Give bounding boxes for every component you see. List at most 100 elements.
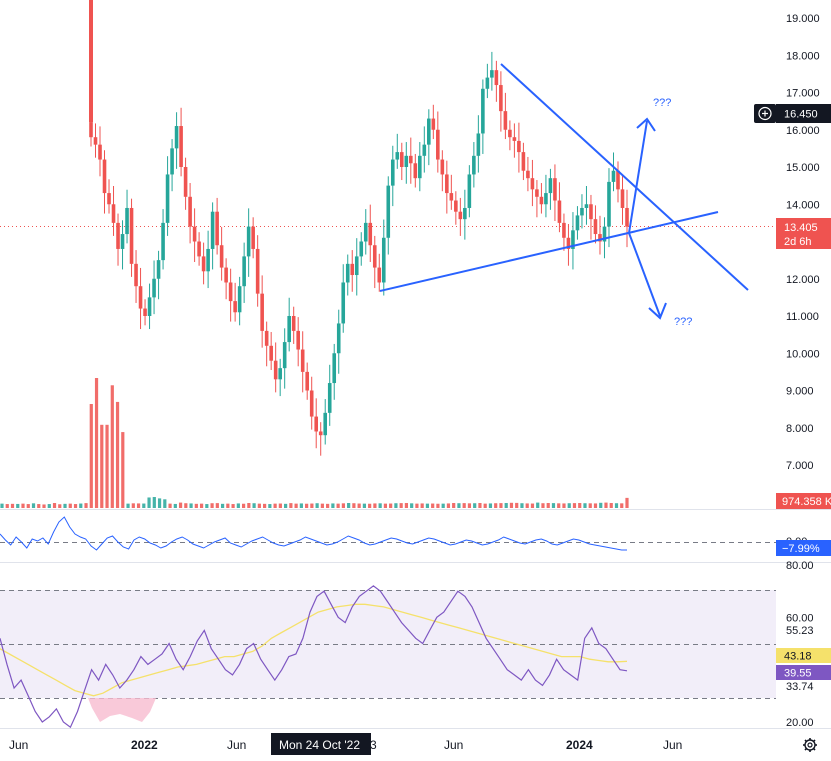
candle: [282, 342, 287, 369]
candle: [418, 155, 422, 179]
volume-bar: [420, 503, 424, 508]
indicator-badge: 0.00 −7.99%: [776, 536, 831, 556]
candle: [201, 256, 206, 272]
volume-bar: [609, 503, 613, 508]
rsi-value: 39.55: [784, 668, 812, 680]
candle: [102, 159, 107, 194]
candle: [490, 70, 494, 78]
candle: [89, 0, 93, 123]
volume-bar: [546, 503, 550, 508]
volume-bar: [79, 503, 83, 508]
volume-bar: [357, 503, 361, 508]
candle: [129, 207, 134, 264]
candle: [345, 263, 350, 283]
candle: [354, 256, 359, 276]
candle: [503, 111, 508, 130]
candle: [517, 140, 521, 153]
volume-bar: [52, 503, 57, 508]
candle: [499, 85, 503, 112]
breakout-up-arrow[interactable]: [628, 120, 648, 234]
candle: [593, 219, 598, 235]
volume-bar: [462, 503, 466, 508]
candle: [278, 368, 282, 380]
volume-bar: [42, 504, 46, 508]
candle: [251, 226, 255, 249]
candle: [494, 70, 499, 86]
volume-bar: [210, 503, 214, 508]
time-axis[interactable]: Jun 2022 Jun 3 Mon 24 Oct '22 Jun 2024 J…: [9, 733, 682, 755]
candle: [341, 282, 346, 324]
candle: [566, 237, 571, 249]
volume-bar: [0, 503, 4, 508]
plus-circle-icon[interactable]: [758, 106, 772, 121]
volume-bar: [273, 503, 277, 508]
volume-bar: [467, 503, 472, 508]
volume-bar: [483, 503, 487, 508]
volume-bar: [58, 504, 62, 508]
candle: [481, 88, 485, 134]
rsi-ma-line: [0, 603, 628, 697]
volume-bar: [509, 502, 514, 508]
candle: [521, 152, 526, 171]
volume-bar: [16, 503, 20, 508]
volume-bar: [583, 503, 587, 508]
volume-bar: [136, 503, 141, 508]
triangle-upper-trendline[interactable]: [500, 63, 749, 291]
candle: [408, 155, 413, 164]
volume-bar: [557, 503, 561, 508]
volume-bar: [257, 503, 261, 508]
triangle-lower-trendline[interactable]: [379, 211, 719, 292]
candle: [381, 237, 386, 283]
volume-bars: [0, 378, 629, 508]
price-tick: 18.000: [786, 50, 820, 62]
candle: [89, 122, 93, 138]
candle: [111, 204, 116, 223]
volume-bar: [378, 503, 382, 508]
volume-bar: [110, 385, 114, 508]
candle: [309, 390, 314, 417]
crosshair-price-badge: 16.450: [754, 104, 831, 123]
volume-bar: [599, 502, 603, 508]
candle: [318, 431, 323, 436]
candle: [269, 345, 273, 361]
candle: [544, 193, 548, 205]
candle: [458, 211, 463, 220]
candle: [454, 200, 458, 212]
candle: [449, 193, 454, 201]
x-tick-jun-2022: Jun: [227, 738, 246, 752]
candle: [138, 286, 143, 309]
candle: [215, 211, 219, 246]
gear-icon[interactable]: [803, 738, 817, 752]
rsi-badge: 39.55: [776, 665, 831, 680]
candle: [242, 256, 246, 287]
volume-bar: [168, 503, 172, 508]
breakout-down-arrow[interactable]: [628, 232, 661, 317]
candle: [580, 207, 584, 216]
indicator-value: −7.99%: [782, 543, 820, 555]
candlesticks: [89, 0, 629, 456]
candle: [327, 383, 332, 413]
volume-bar: [152, 497, 156, 508]
price-tick: 11.000: [786, 311, 819, 323]
candle: [548, 178, 553, 194]
drawing-tools[interactable]: [379, 63, 749, 320]
volume-bar: [341, 503, 345, 508]
rsi-line: [0, 585, 628, 729]
volume-bar: [504, 503, 508, 508]
volume-bar: [541, 503, 545, 508]
price-scale[interactable]: 19.00018.00017.00016.00015.00014.00013.0…: [786, 13, 820, 472]
candle: [183, 167, 188, 197]
candle: [192, 226, 197, 242]
rsi-ma-value: 43.18: [784, 651, 812, 663]
volume-bar: [530, 503, 535, 508]
candle: [246, 226, 251, 257]
candle: [197, 241, 201, 257]
volume-bar: [126, 503, 130, 508]
candle: [179, 126, 183, 167]
volume-bar: [394, 503, 398, 508]
volume-bar: [614, 503, 619, 508]
volume-bar: [336, 503, 340, 508]
candle: [233, 301, 237, 313]
